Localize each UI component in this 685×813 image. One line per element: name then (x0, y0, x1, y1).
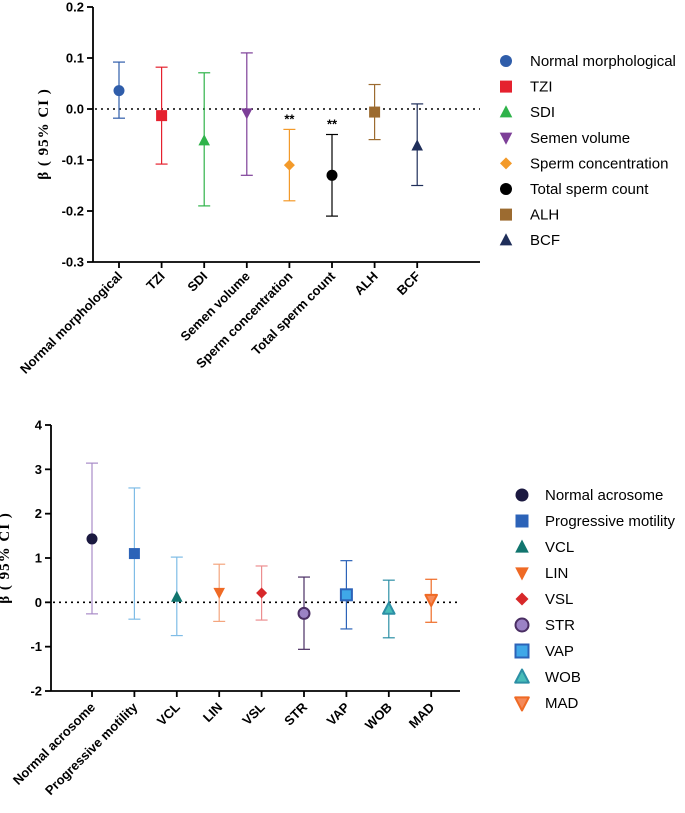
chart-1-y-axis-title: β ( 95% CI ) (36, 88, 52, 180)
chart-1-significance-label: ** (284, 111, 295, 126)
chart-2-legend-marker (514, 696, 530, 712)
chart-2-category-label: VSL (239, 699, 268, 728)
chart-2-y-tick-label: 2 (35, 506, 42, 521)
chart-2-category-label: VCL (154, 699, 183, 728)
chart-2-category-label: WOB (362, 700, 395, 733)
chart-1-legend-label: TZI (530, 79, 553, 96)
chart-2-legend-marker (515, 488, 529, 502)
chart-1-legend-marker (500, 208, 512, 221)
chart-1-category-label: Total sperm count (249, 268, 339, 358)
chart-1-point-sperm-concentration (283, 159, 295, 171)
chart-1-legend-marker (500, 157, 512, 170)
chart-2-category-label: MAD (406, 700, 438, 732)
chart-1-legend-label: Normal morphological (530, 53, 676, 70)
chart-2-legend-label: Progressive motility (545, 513, 676, 530)
chart-1-legend: Normal morphological TZI SDI Semen volume Sp… (499, 53, 676, 249)
chart-2-legend-label: VCL (545, 539, 574, 556)
chart-1-point-total-sperm-count (326, 169, 338, 181)
chart-2-point-str (297, 606, 311, 620)
chart-1-legend-marker (500, 183, 512, 195)
chart-1-category-label: BCF (394, 268, 424, 298)
chart-2-legend-label: MAD (545, 695, 579, 712)
chart-1-point-tzi (156, 110, 168, 122)
chart-1-y-tick-label: 0.2 (66, 0, 84, 15)
chart-2-legend-label: VAP (545, 643, 574, 660)
chart-2-y-tick-label: -2 (30, 684, 42, 699)
chart-2-y-tick-label: 3 (35, 462, 42, 477)
chart-1-point-semen-volume (241, 108, 253, 120)
chart-1-legend-label: Semen volume (530, 130, 630, 147)
chart-2: 4 3 2 1 0 -1 -2 β ( 95% CI ) Normal acrosome Prog… (0, 418, 676, 799)
chart-2-y-tick-label: 0 (35, 595, 42, 610)
chart-1-point-bcf (411, 139, 423, 151)
chart-1-y-tick-label: 0.0 (66, 102, 84, 117)
chart-2-legend: Normal acrosome Progressive motility VCL LI… (514, 487, 676, 712)
chart-2-legend-marker (514, 617, 530, 633)
chart-1-legend-marker (499, 105, 513, 118)
chart-2-legend-marker (515, 592, 529, 606)
chart-2-category-label: STR (281, 699, 310, 728)
chart-2-point-progressive-motility (128, 548, 140, 560)
chart-2-y-tick-label: 4 (35, 418, 43, 433)
chart-2-legend-marker (515, 514, 529, 528)
chart-2-legend-marker (514, 668, 530, 684)
chart-2-legend-marker (515, 567, 529, 581)
chart-1-significance-label: ** (327, 117, 338, 132)
chart-2-point-normal-acrosome (86, 533, 98, 545)
chart-1-y-tick-label: -0.3 (62, 255, 84, 270)
chart-1-legend-label: Total sperm count (530, 181, 649, 198)
chart-1-legend-label: ALH (530, 207, 559, 224)
chart-2-legend-marker (515, 539, 529, 553)
chart-1-category-label: TZI (143, 269, 167, 293)
chart-1-legend-label: BCF (530, 232, 560, 249)
chart-2-y-tick-label: -1 (30, 639, 42, 654)
chart-1-legend-label: Sperm concentration (530, 155, 668, 172)
chart-1: 0.2 0.1 0.0 -0.1 -0.2 -0.3 β ( 95% CI ) Normal … (17, 0, 676, 377)
chart-2-category-label: VAP (324, 699, 353, 728)
chart-1-category-label: Normal morphological (17, 269, 125, 377)
chart-2-legend-label: Normal acrosome (545, 487, 663, 504)
chart-2-point-lin (213, 587, 225, 599)
chart-2-y-axis-title: β ( 95% CI ) (0, 512, 13, 604)
chart-1-legend-marker (499, 233, 513, 246)
chart-1-legend-marker (499, 132, 513, 145)
chart-2-category-label: LIN (200, 700, 225, 725)
chart-2-point-wob (382, 601, 396, 615)
chart-2-point-vcl (171, 590, 183, 602)
chart-1-legend-marker (500, 80, 512, 93)
chart-2-legend-label: VSL (545, 591, 573, 608)
chart-1-point-sdi (198, 134, 210, 146)
chart-1-point-alh (369, 106, 381, 118)
chart-1-y-tick-label: -0.2 (62, 204, 84, 219)
chart-1-y-tick-label: 0.1 (66, 51, 84, 66)
chart-2-legend-label: LIN (545, 565, 568, 582)
chart-1-point-normal-morphological (113, 85, 125, 97)
chart-1-legend-marker (500, 55, 512, 67)
chart-2-legend-marker (514, 643, 530, 659)
chart-1-y-tick-label: -0.1 (62, 153, 84, 168)
chart-2-point-mad (424, 593, 438, 607)
chart-2-legend-label: STR (545, 617, 575, 634)
chart-2-point-vap (339, 588, 353, 602)
chart-2-y-tick-label: 1 (35, 551, 42, 566)
chart-1-category-label: SDI (184, 269, 210, 295)
chart-2-legend-label: WOB (545, 669, 581, 686)
chart-2-point-vsl (256, 587, 268, 599)
chart-1-legend-label: SDI (530, 104, 555, 121)
chart-1-category-label: ALH (351, 269, 380, 298)
